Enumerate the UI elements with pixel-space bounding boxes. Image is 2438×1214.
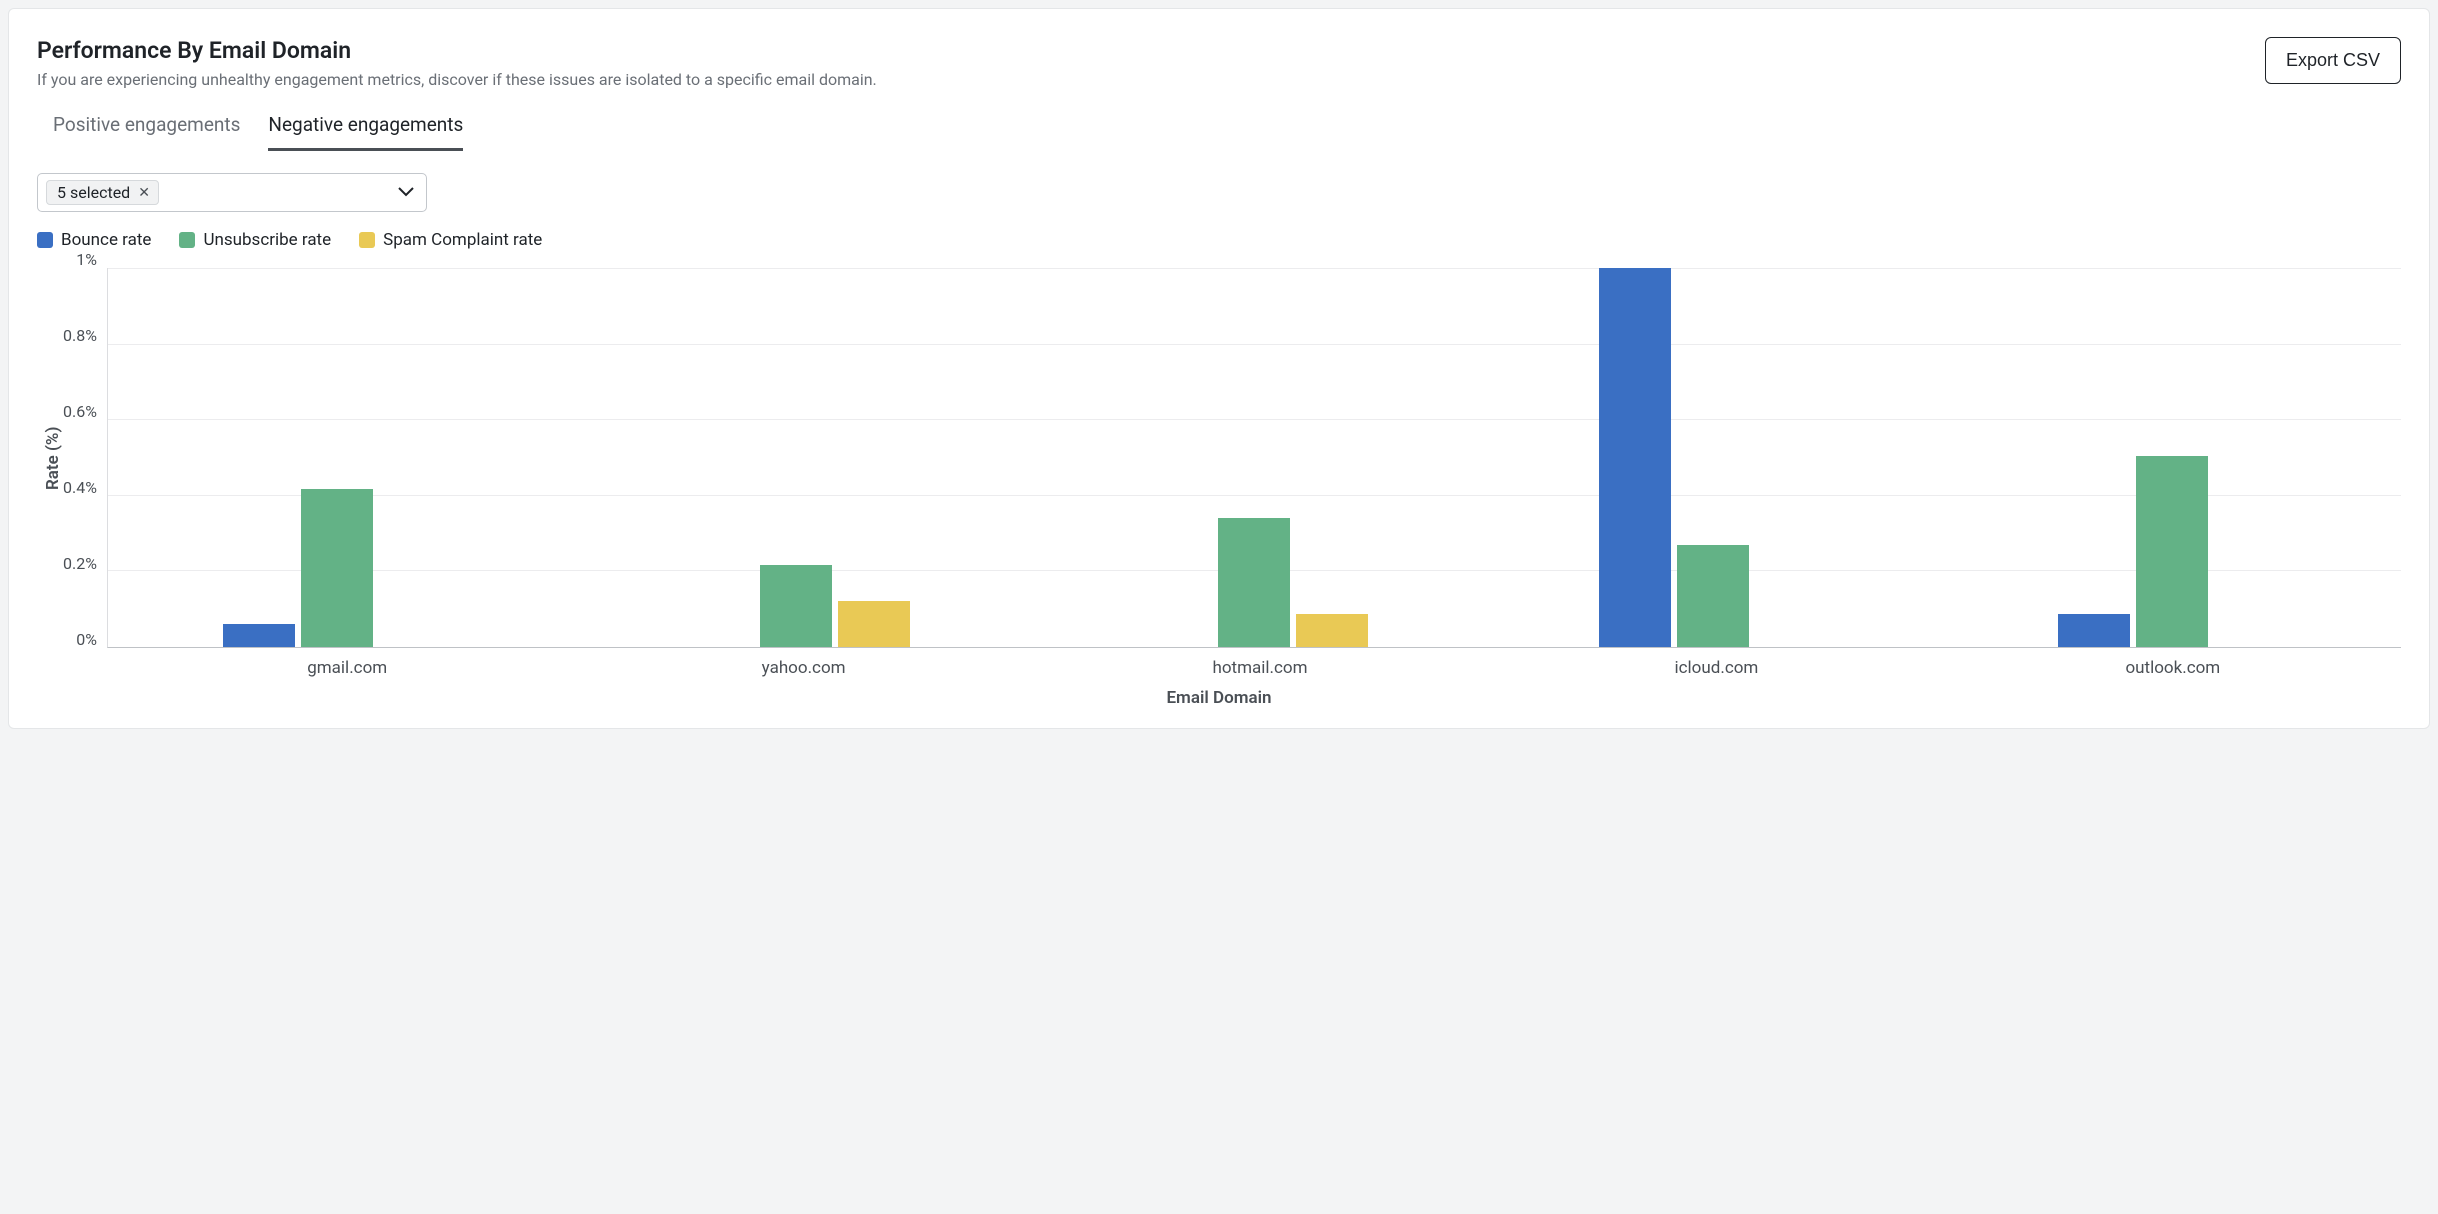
filter-chip[interactable]: 5 selected ✕ <box>46 180 159 205</box>
chart-plot <box>107 268 2401 648</box>
legend-label: Spam Complaint rate <box>383 230 542 250</box>
legend-item[interactable]: Spam Complaint rate <box>359 230 542 250</box>
legend-swatch <box>179 232 195 248</box>
legend-item[interactable]: Unsubscribe rate <box>179 230 331 250</box>
engagement-tabs: Positive engagements Negative engagements <box>37 113 2401 151</box>
filter-row: 5 selected ✕ <box>37 173 2401 212</box>
chevron-down-icon <box>398 185 414 201</box>
legend-label: Unsubscribe rate <box>203 230 331 250</box>
bar[interactable] <box>1218 518 1290 647</box>
legend-swatch <box>359 232 375 248</box>
bar-group <box>1484 268 1943 647</box>
card-title: Performance By Email Domain <box>37 37 877 64</box>
bar[interactable] <box>1296 614 1368 647</box>
tab-positive-engagements[interactable]: Positive engagements <box>53 113 240 151</box>
bar[interactable] <box>223 624 295 647</box>
chart-legend: Bounce rate Unsubscribe rate Spam Complain… <box>37 230 2401 250</box>
bar-group <box>1025 268 1484 647</box>
y-axis-label: Rate (%) <box>37 268 63 648</box>
bar-group <box>108 268 567 647</box>
y-axis-ticks: 1%0.8%0.6%0.4%0.2%0% <box>63 268 107 648</box>
bar[interactable] <box>301 489 373 647</box>
legend-swatch <box>37 232 53 248</box>
x-tick: outlook.com <box>1945 648 2401 678</box>
x-axis-ticks: gmail.comyahoo.comhotmail.comicloud.como… <box>119 648 2401 678</box>
bar-groups <box>108 268 2401 647</box>
header-text: Performance By Email Domain If you are e… <box>37 37 877 89</box>
domain-filter-dropdown[interactable]: 5 selected ✕ <box>37 173 427 212</box>
bar[interactable] <box>838 601 910 647</box>
tab-negative-engagements[interactable]: Negative engagements <box>268 113 463 151</box>
legend-item[interactable]: Bounce rate <box>37 230 151 250</box>
bar-group <box>1942 268 2401 647</box>
card-subtitle: If you are experiencing unhealthy engage… <box>37 70 877 89</box>
card-header: Performance By Email Domain If you are e… <box>37 37 2401 89</box>
x-tick: hotmail.com <box>1032 648 1488 678</box>
bar[interactable] <box>2058 614 2130 647</box>
x-tick: gmail.com <box>119 648 575 678</box>
export-csv-button[interactable]: Export CSV <box>2265 37 2401 84</box>
chart: Rate (%) 1%0.8%0.6%0.4%0.2%0% <box>37 268 2401 648</box>
bar[interactable] <box>1599 268 1671 647</box>
x-tick: yahoo.com <box>575 648 1031 678</box>
bar[interactable] <box>1677 545 1749 647</box>
bar-group <box>567 268 1026 647</box>
bar[interactable] <box>2136 456 2208 647</box>
x-axis: gmail.comyahoo.comhotmail.comicloud.como… <box>37 648 2401 678</box>
bar[interactable] <box>760 565 832 647</box>
filter-chip-label: 5 selected <box>57 183 130 202</box>
x-axis-label: Email Domain <box>37 688 2401 708</box>
legend-label: Bounce rate <box>61 230 151 250</box>
close-icon[interactable]: ✕ <box>138 186 150 200</box>
email-domain-card: Performance By Email Domain If you are e… <box>8 8 2430 729</box>
x-tick: icloud.com <box>1488 648 1944 678</box>
